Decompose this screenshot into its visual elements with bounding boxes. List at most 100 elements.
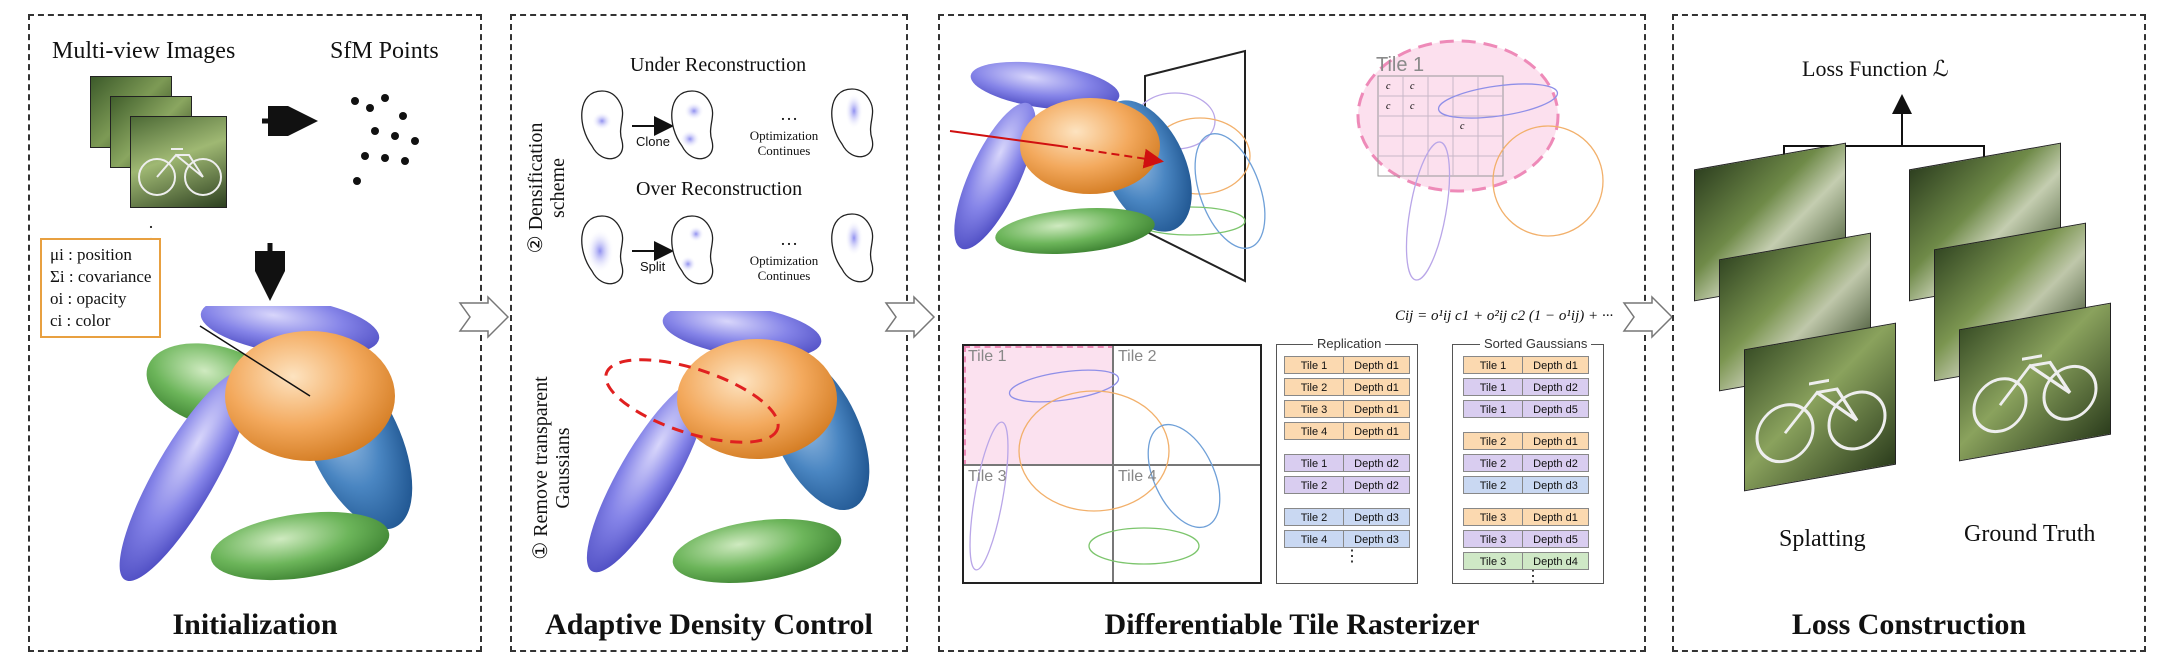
depth-cell: Depth d2 xyxy=(1344,476,1410,494)
multiview-image xyxy=(130,116,227,208)
depth-cell: Depth d2 xyxy=(1344,454,1410,472)
tile-cell: Tile 2 xyxy=(1463,476,1523,494)
tile-cell: Tile 1 xyxy=(1284,356,1344,374)
table-row: Tile 4 Depth d3 xyxy=(1284,530,1410,548)
sfm-points-label: SfM Points xyxy=(330,38,439,64)
bike-icon xyxy=(138,148,222,196)
bike-icon xyxy=(1755,378,1887,464)
under-dots: … xyxy=(780,104,798,124)
svg-text:c: c xyxy=(1410,101,1415,112)
attr-opacity: oi : opacity xyxy=(50,289,127,308)
depth-cell: Depth d2 xyxy=(1523,378,1589,396)
blend-formula: Cij = o¹ij c1 + o²ij c2 (1 − o¹ij) + ··· xyxy=(1395,308,1614,324)
table-row: Tile 2 Depth d3 xyxy=(1463,476,1589,494)
table-row: Tile 2 Depth d1 xyxy=(1463,432,1589,450)
tile-cell: Tile 2 xyxy=(1284,378,1344,396)
splatting-image xyxy=(1744,322,1896,492)
tile-cell: Tile 2 xyxy=(1463,432,1523,450)
multiview-images-label: Multi-view Images xyxy=(52,38,236,64)
depth-cell: Depth d1 xyxy=(1344,400,1410,418)
loss-function-label: Loss Function ℒ xyxy=(1802,56,1949,81)
table-row: Tile 1 Depth d2 xyxy=(1463,378,1589,396)
replication-title: Replication xyxy=(1313,336,1386,351)
depth-cell: Depth d5 xyxy=(1523,400,1589,418)
tile-zoom-view: c c c c c xyxy=(1356,39,1604,281)
grid-tile3: Tile 3 xyxy=(968,468,1007,485)
pruned-gaussians xyxy=(586,311,870,583)
attr-position: μi : position xyxy=(50,245,132,264)
tile-cell: Tile 3 xyxy=(1463,508,1523,526)
panel-title-initialization: Initialization xyxy=(172,608,338,641)
panel-title-loss: Loss Construction xyxy=(1791,608,2027,641)
table-row: Tile 3 Depth d1 xyxy=(1463,508,1589,526)
attr-covariance: Σi : covariance xyxy=(50,267,152,286)
projected-ellipses xyxy=(969,369,1221,571)
gaussian-attributes-box: μi : position Σi : covariance oi : opaci… xyxy=(40,238,162,338)
table-row: Tile 1 Depth d1 xyxy=(1284,356,1410,374)
table-row: Tile 2 Depth d2 xyxy=(1463,454,1589,472)
svg-text:c: c xyxy=(1410,81,1415,92)
tile-cell: Tile 3 xyxy=(1284,400,1344,418)
chevron-right-icon xyxy=(1622,295,1674,339)
depth-cell: Depth d1 xyxy=(1344,378,1410,396)
panel-title-adaptive: Adaptive Density Control xyxy=(545,608,873,641)
projection-view xyxy=(949,49,1266,283)
replication-vdots: ⋮ xyxy=(1344,548,1360,565)
chevron-right-icon xyxy=(884,295,936,339)
down-arrow-icon xyxy=(255,243,285,301)
ground-truth-label: Ground Truth xyxy=(1964,521,2096,547)
over-optimization-continues: Optimization Continues xyxy=(749,253,819,283)
svg-text:c: c xyxy=(1460,121,1465,132)
loss-panel: Loss Function ℒ Splatting Ground Tru xyxy=(1672,14,2146,652)
grid-tile1: Tile 1 xyxy=(968,348,1007,365)
tile-cell: Tile 1 xyxy=(1284,454,1344,472)
ground-truth-image xyxy=(1959,302,2111,462)
over-dots: … xyxy=(780,229,798,249)
table-row: Tile 3 Depth d4 xyxy=(1463,552,1589,570)
tile-cell: Tile 1 xyxy=(1463,356,1523,374)
tile-cell: Tile 1 xyxy=(1463,378,1523,396)
table-row: Tile 2 Depth d2 xyxy=(1284,476,1410,494)
depth-cell: Depth d3 xyxy=(1344,508,1410,526)
remove-transparent-label: ① Remove transparent Gaussians xyxy=(530,376,574,560)
adaptive-density-panel: ② Densification scheme Under Reconstruct… xyxy=(510,14,908,652)
initial-gaussians xyxy=(119,306,413,581)
splatting-stack xyxy=(1694,142,1896,492)
ground-truth-stack xyxy=(1909,142,2111,466)
depth-cell: Depth d4 xyxy=(1523,552,1589,570)
depth-cell: Depth d3 xyxy=(1344,530,1410,548)
depth-cell: Depth d2 xyxy=(1523,454,1589,472)
split-diagram xyxy=(581,213,874,285)
over-reconstruction-label: Over Reconstruction xyxy=(636,178,803,200)
sorted-title: Sorted Gaussians xyxy=(1480,336,1592,351)
svg-text:c: c xyxy=(1386,101,1391,112)
tile-cell: Tile 4 xyxy=(1284,530,1344,548)
clone-diagram xyxy=(581,88,874,160)
tile-cell: Tile 2 xyxy=(1463,454,1523,472)
tile-cell: Tile 2 xyxy=(1284,508,1344,526)
depth-cell: Depth d5 xyxy=(1523,530,1589,548)
table-row: Tile 3 Depth d1 xyxy=(1284,400,1410,418)
depth-cell: Depth d3 xyxy=(1523,476,1589,494)
grid-tile4: Tile 4 xyxy=(1118,468,1157,485)
grid-tile2: Tile 2 xyxy=(1118,348,1157,365)
depth-cell: Depth d1 xyxy=(1344,356,1410,374)
tile-cell: Tile 3 xyxy=(1463,530,1523,548)
clone-label: Clone xyxy=(636,134,670,149)
zoom-tile1-label: Tile 1 xyxy=(1376,54,1425,76)
depth-cell: Depth d1 xyxy=(1344,422,1410,440)
depth-cell: Depth d1 xyxy=(1523,432,1589,450)
densification-scheme-label: ② Densification scheme xyxy=(525,122,569,254)
tile-cell: Tile 1 xyxy=(1463,400,1523,418)
under-optimization-continues: Optimization Continues xyxy=(749,128,819,158)
chevron-right-icon xyxy=(458,295,510,339)
table-row: Tile 1 Depth d2 xyxy=(1284,454,1410,472)
table-row: Tile 3 Depth d5 xyxy=(1463,530,1589,548)
grid-hline xyxy=(964,464,1260,466)
tile-grid: Tile 1 Tile 2 Tile 3 Tile 4 xyxy=(962,344,1262,584)
tile1-highlight xyxy=(964,346,1114,466)
split-label: Split xyxy=(640,259,666,274)
depth-cell: Depth d1 xyxy=(1523,356,1589,374)
svg-text:c: c xyxy=(1386,81,1391,92)
attr-color: ci : color xyxy=(50,311,111,330)
